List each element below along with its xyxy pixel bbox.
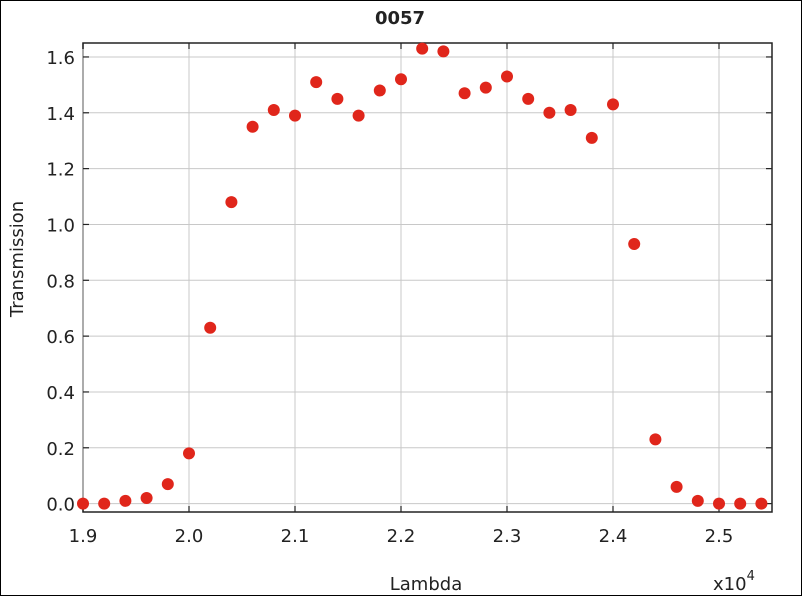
- data-point: [246, 120, 259, 133]
- x-axis-multiplier-base: x10: [713, 574, 747, 595]
- data-point: [734, 497, 747, 510]
- x-tick-label: 2.0: [175, 526, 204, 547]
- data-point: [267, 104, 280, 116]
- chart-title: 0057: [375, 8, 425, 29]
- data-point: [713, 497, 725, 510]
- data-point: [585, 131, 598, 144]
- y-axis-tick-labels: 0.0 0.2 0.4 0.6 0.8 1.0 1.2 1.4 1.6: [46, 48, 75, 516]
- grid-lines: [82, 43, 772, 512]
- data-point: [564, 104, 577, 116]
- data-point: [161, 478, 174, 491]
- data-point: [501, 70, 513, 83]
- data-point: [479, 81, 492, 94]
- data-points: [77, 42, 768, 510]
- data-point: [183, 447, 195, 460]
- y-tick-label: 0.4: [46, 383, 75, 404]
- y-tick-label: 1.0: [46, 215, 75, 236]
- data-point: [373, 84, 386, 97]
- x-tick-label: 1.9: [69, 526, 98, 547]
- y-tick-label: 1.4: [46, 104, 75, 125]
- x-tick-label: 2.1: [281, 526, 310, 547]
- data-point: [77, 497, 89, 510]
- x-axis-multiplier-exponent: 4: [747, 569, 755, 584]
- data-point: [98, 497, 111, 510]
- data-point: [670, 480, 683, 493]
- data-point: [225, 196, 238, 209]
- x-tick-label: 2.3: [493, 526, 522, 547]
- y-tick-label: 1.6: [46, 48, 75, 69]
- data-point: [289, 109, 301, 122]
- y-tick-label: 0.2: [46, 439, 75, 460]
- x-axis-label: Lambda: [390, 574, 462, 595]
- x-axis-tick-labels: 1.9 2.0 2.1 2.2 2.3 2.4 2.5: [69, 526, 734, 547]
- plot-area: [82, 42, 773, 513]
- data-point: [331, 92, 344, 105]
- y-axis-label: Transmission: [7, 201, 28, 318]
- y-tick-label: 0.0: [46, 495, 75, 516]
- data-point: [310, 76, 323, 89]
- y-tick-label: 0.8: [46, 271, 75, 292]
- data-point: [204, 321, 217, 334]
- data-point: [522, 92, 535, 105]
- data-point: [395, 73, 407, 86]
- x-axis-multiplier: x104: [713, 569, 755, 595]
- data-point: [649, 433, 662, 446]
- data-point: [628, 238, 641, 250]
- data-point: [755, 497, 768, 510]
- data-point: [352, 109, 365, 122]
- data-point: [543, 106, 556, 119]
- y-tick-label: 0.6: [46, 327, 75, 348]
- y-tick-label: 1.2: [46, 160, 75, 181]
- data-point: [607, 98, 619, 111]
- data-point: [416, 42, 429, 55]
- data-point: [140, 492, 153, 505]
- data-point: [691, 494, 704, 507]
- x-tick-label: 2.4: [599, 526, 628, 547]
- x-tick-label: 2.5: [705, 526, 734, 547]
- x-tick-label: 2.2: [387, 526, 416, 547]
- data-point: [119, 494, 132, 507]
- data-point: [437, 45, 450, 58]
- data-point: [458, 87, 471, 100]
